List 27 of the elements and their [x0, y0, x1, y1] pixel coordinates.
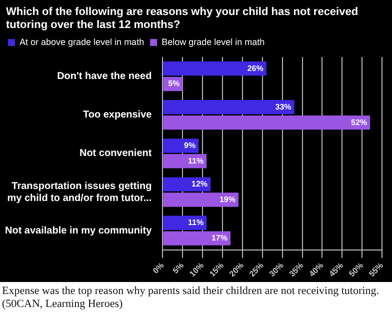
x-tick-label: 55% [367, 260, 385, 279]
y-tick-label: Too expensive [82, 110, 152, 121]
y-tick-label: Not convenient [79, 148, 152, 160]
x-tick-label: 45% [327, 260, 346, 279]
y-tick-label: Transportation issues getting my child to and/or from tutor... [7, 180, 152, 204]
data-label: 33% [275, 102, 292, 112]
x-tick-label: 5% [171, 260, 186, 276]
legend-label: At or above grade level in math [20, 36, 144, 47]
data-label: 26% [247, 64, 264, 73]
y-tick-label: Not available in my community [4, 225, 152, 236]
y-tick-label: Don't have the need [57, 71, 152, 82]
data-label: 11% [188, 218, 204, 228]
x-tick-label: 40% [307, 260, 326, 279]
x-tick-label: 35% [288, 260, 306, 279]
legend-label: Below grade level in math [162, 36, 265, 47]
data-label: 5% [168, 79, 180, 88]
x-tick-label: 30% [268, 260, 286, 279]
chart-title: Which of the following are reasons why your child has not received tutoring over the last 12 months? [5, 6, 360, 32]
x-tick-label: 0% [151, 260, 166, 276]
x-tick-label: 50% [347, 260, 366, 279]
data-label: 11% [188, 156, 204, 166]
data-label: 52% [351, 118, 368, 127]
data-label: 17% [211, 234, 228, 243]
data-label: 12% [192, 180, 208, 189]
data-label: 19% [219, 194, 236, 204]
data-label: 9% [184, 140, 196, 150]
text: Expense was the top reason why parents said their children are not receiving tutoring. (50CAN, Learning Heroes) [1, 284, 380, 312]
